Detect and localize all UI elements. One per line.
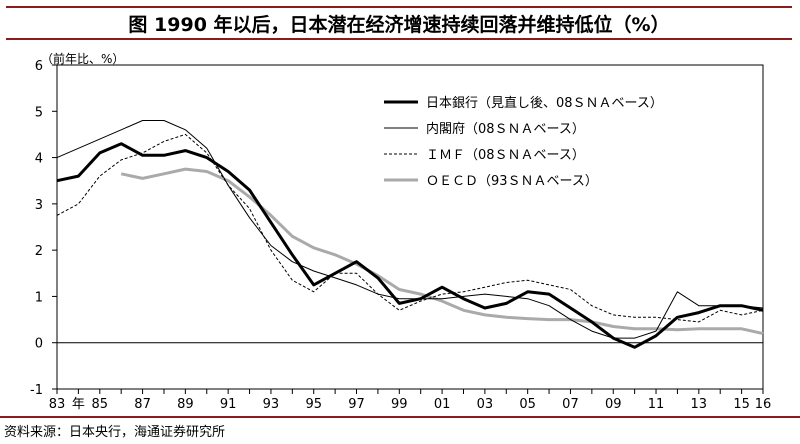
legend-label: 日本銀行（見直し後、08ＳＮＡベース） xyxy=(426,96,663,111)
x-tick-label: 01 xyxy=(434,397,451,412)
series-line-3 xyxy=(120,167,764,335)
x-tick-label: 95 xyxy=(305,397,322,412)
x-tick-label: 09 xyxy=(605,397,622,412)
x-tick-label: 87 xyxy=(134,397,151,412)
x-tick-label: 07 xyxy=(562,397,579,412)
y-tick-label: 3 xyxy=(35,198,43,213)
x-tick-label: 16 xyxy=(755,397,772,412)
x-tick-label: 03 xyxy=(477,397,494,412)
x-tick-label: 99 xyxy=(391,397,408,412)
y-tick-label: 4 xyxy=(35,152,43,167)
legend-label: ＩＭＦ（08ＳＮＡベース） xyxy=(426,148,585,163)
x-tick-label: 93 xyxy=(263,397,280,412)
y-axis-label: （前年比、%） xyxy=(41,51,124,66)
y-tick-label: 2 xyxy=(35,244,43,259)
x-tick-label: 97 xyxy=(348,397,365,412)
x-tick-label: 91 xyxy=(220,397,237,412)
series-line-1 xyxy=(56,120,764,339)
legend-label: ＯＥＣＤ（93ＳＮＡベース） xyxy=(426,174,598,189)
y-tick-label: -1 xyxy=(30,383,43,398)
x-tick-label: 05 xyxy=(519,397,536,412)
legend-label: 内閣府（08ＳＮＡベース） xyxy=(426,121,585,137)
x-tick-label: 89 xyxy=(177,397,194,412)
y-tick-label: 0 xyxy=(35,337,43,352)
y-tick-label: 5 xyxy=(35,105,43,120)
source-note: 资料来源：日本央行，海通证券研究所 xyxy=(0,416,800,440)
x-tick-label: 15 xyxy=(733,397,750,412)
plot-frame xyxy=(56,64,764,390)
x-tick-label: 83 xyxy=(49,397,66,412)
x-axis-label: 年 xyxy=(72,397,85,412)
series-line-0 xyxy=(56,142,764,349)
x-tick-label: 13 xyxy=(691,397,708,412)
series-line-2 xyxy=(56,133,764,323)
x-tick-label: 11 xyxy=(648,397,665,412)
y-tick-label: 6 xyxy=(35,59,43,74)
y-tick-label: 1 xyxy=(35,290,43,305)
x-tick-label: 85 xyxy=(92,397,109,412)
chart-title: 图 1990 年以后，日本潜在经济增速持续回落并维持低位（%） xyxy=(6,6,792,40)
